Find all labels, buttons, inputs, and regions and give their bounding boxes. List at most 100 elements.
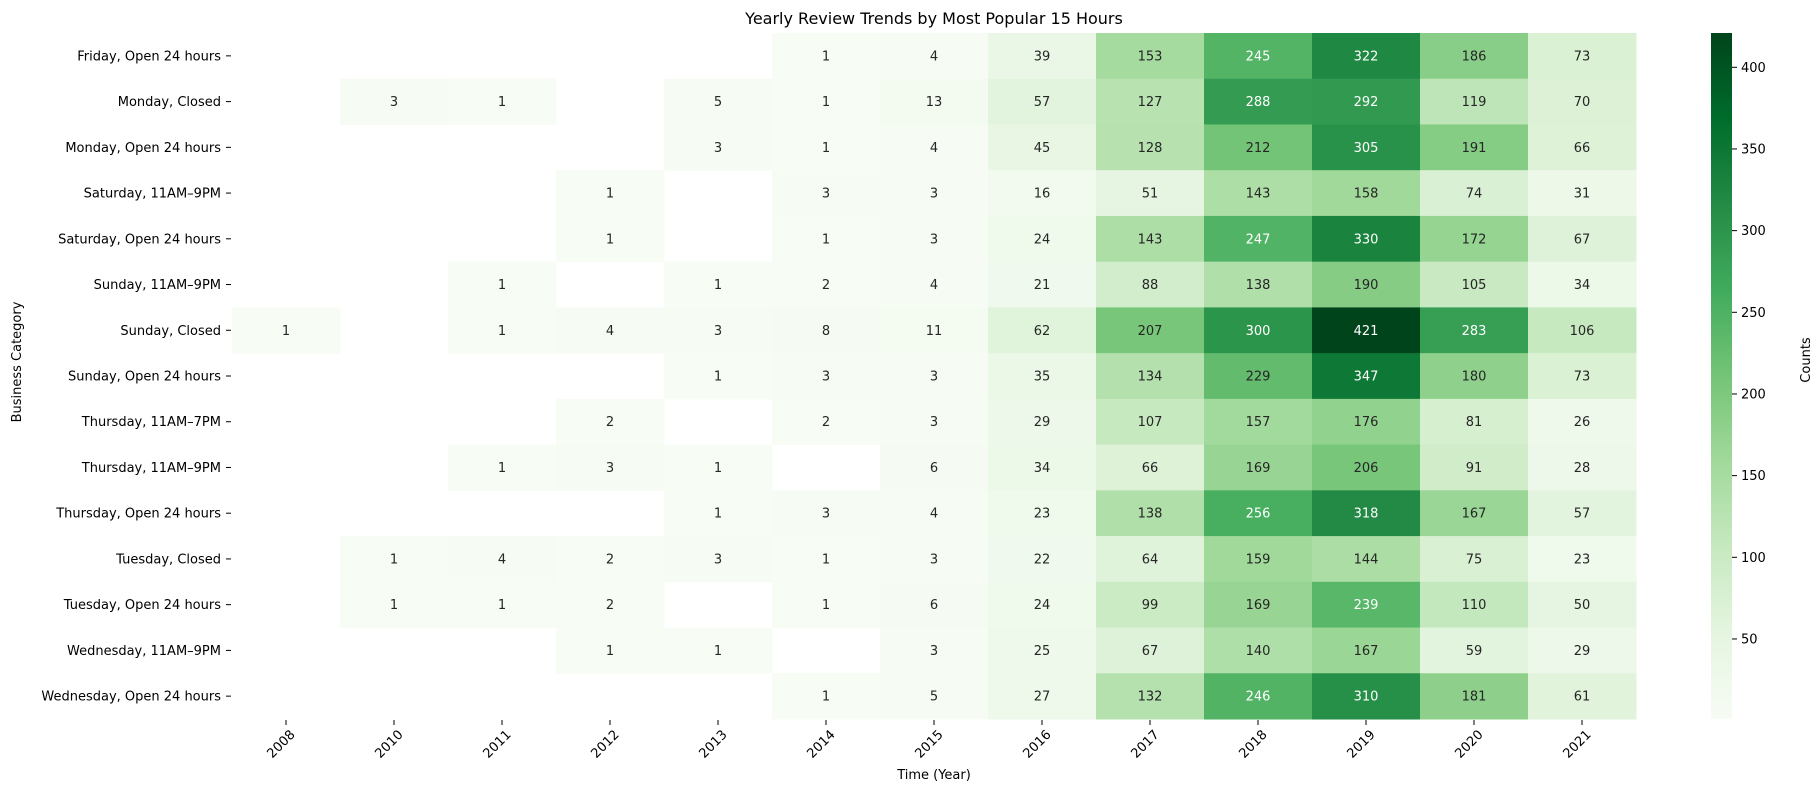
cell-value-label: 305 — [1354, 141, 1379, 156]
colorbar-tick-label: 100 — [1741, 551, 1766, 566]
heatmap-cell — [772, 673, 881, 720]
cell-value-label: 11 — [926, 324, 943, 339]
cell-value-label: 1 — [822, 552, 830, 567]
cell-value-label: 62 — [1034, 324, 1051, 339]
cell-value-label: 4 — [930, 278, 938, 293]
x-tick-label: 2011 — [481, 728, 515, 762]
heatmap-cell — [1204, 673, 1313, 720]
heatmap-cell — [1204, 398, 1313, 446]
heatmap-cell — [1312, 536, 1421, 583]
heatmap-cell — [1204, 170, 1313, 217]
cell-value-label: 2 — [606, 552, 614, 567]
heatmap-cell — [1204, 215, 1313, 263]
y-tick-label: Thursday, 11AM–7PM — [81, 415, 221, 430]
cell-value-label: 91 — [1466, 461, 1483, 476]
cell-value-label: 50 — [1574, 598, 1591, 613]
cell-value-label: 3 — [930, 370, 938, 385]
cell-value-label: 128 — [1138, 141, 1163, 156]
cell-value-label: 1 — [606, 644, 614, 659]
heatmap-cell — [988, 673, 1097, 720]
colorbar: 50 100 150 200 250 300 350 400 — [1711, 33, 1766, 719]
heatmap-cell — [448, 307, 557, 354]
cell-value-label: 158 — [1354, 187, 1379, 202]
heatmap-cell — [1312, 353, 1421, 400]
cell-value-label: 1 — [822, 232, 830, 247]
x-tick-label: 2008 — [265, 728, 299, 762]
cell-value-label: 24 — [1034, 232, 1051, 247]
cell-value-label: 3 — [930, 232, 938, 247]
cell-value-label: 13 — [926, 95, 943, 110]
cell-value-label: 35 — [1034, 370, 1051, 385]
heatmap-cell — [1204, 581, 1313, 629]
heatmap-cell — [880, 353, 989, 400]
cell-value-label: 144 — [1354, 552, 1379, 567]
heatmap-cell — [1312, 673, 1421, 720]
heatmap-cell — [1528, 536, 1637, 583]
heatmap-cell — [1096, 307, 1205, 354]
cell-value-label: 186 — [1462, 49, 1487, 64]
cell-value-label: 127 — [1138, 95, 1163, 110]
cell-value-label: 245 — [1246, 49, 1271, 64]
heatmap-cell — [664, 353, 773, 400]
cell-value-label: 4 — [930, 507, 938, 522]
x-tick-label: 2015 — [913, 728, 947, 762]
cell-value-label: 88 — [1142, 278, 1159, 293]
cell-value-label: 2 — [606, 598, 614, 613]
cell-value-label: 167 — [1354, 644, 1379, 659]
heatmap-cell — [988, 124, 1097, 171]
heatmap-cell — [1096, 444, 1205, 491]
cell-value-label: 16 — [1034, 187, 1051, 202]
cell-value-label: 107 — [1138, 415, 1163, 430]
y-tick-label: Sunday, Open 24 hours — [68, 370, 221, 385]
heatmap-cell — [880, 78, 989, 125]
cell-value-label: 1 — [282, 324, 290, 339]
y-tick-label: Saturday, 11AM–9PM — [84, 187, 221, 202]
heatmap-cell — [1420, 78, 1529, 125]
cell-value-label: 64 — [1142, 552, 1159, 567]
y-tick-label: Sunday, Closed — [120, 324, 221, 339]
heatmap-cell — [880, 215, 989, 263]
heatmap-cell — [1312, 627, 1421, 674]
heatmap-cell — [772, 490, 881, 537]
heatmap-cell — [1528, 581, 1637, 629]
heatmap-cell — [1204, 33, 1313, 80]
cell-value-label: 2 — [822, 278, 830, 293]
cell-value-label: 8 — [822, 324, 830, 339]
cell-value-label: 6 — [930, 598, 938, 613]
heatmap-cell — [1528, 33, 1637, 80]
cell-value-label: 73 — [1574, 49, 1591, 64]
cell-value-label: 61 — [1574, 690, 1591, 705]
cell-value-label: 73 — [1574, 370, 1591, 385]
y-tick-label: Monday, Open 24 hours — [65, 141, 221, 156]
heatmap-cell — [1312, 124, 1421, 171]
cell-value-label: 81 — [1466, 415, 1483, 430]
heatmap-cell — [1096, 124, 1205, 171]
heatmap-cell — [664, 261, 773, 308]
cell-value-label: 5 — [930, 690, 938, 705]
heatmap-cell — [1096, 170, 1205, 217]
cell-value-label: 1 — [714, 461, 722, 476]
heatmap-cell — [880, 673, 989, 720]
cell-value-label: 34 — [1574, 278, 1591, 293]
heatmap-cell — [1204, 124, 1313, 171]
cell-value-label: 229 — [1246, 370, 1271, 385]
heatmap-cell — [1204, 490, 1313, 537]
heatmap-cell — [1204, 353, 1313, 400]
chart-title: Yearly Review Trends by Most Popular 15 … — [744, 9, 1123, 28]
heatmap-cell — [772, 307, 881, 354]
heatmap-cell — [1420, 536, 1529, 583]
cell-value-label: 4 — [606, 324, 614, 339]
heatmap-cell — [1204, 307, 1313, 354]
cell-value-label: 3 — [930, 415, 938, 430]
cell-value-label: 3 — [930, 644, 938, 659]
heatmap-cell — [1096, 673, 1205, 720]
colorbar-gradient — [1711, 33, 1732, 719]
heatmap-cell — [1312, 170, 1421, 217]
cell-value-label: 138 — [1138, 507, 1163, 522]
y-tick-labels: Friday, Open 24 hours Monday, Closed Monda… — [41, 49, 231, 705]
cell-value-label: 143 — [1138, 232, 1163, 247]
heatmap-cell — [1096, 581, 1205, 629]
heatmap-cell — [880, 444, 989, 491]
heatmap-cell — [880, 170, 989, 217]
cell-value-label: 292 — [1354, 95, 1379, 110]
